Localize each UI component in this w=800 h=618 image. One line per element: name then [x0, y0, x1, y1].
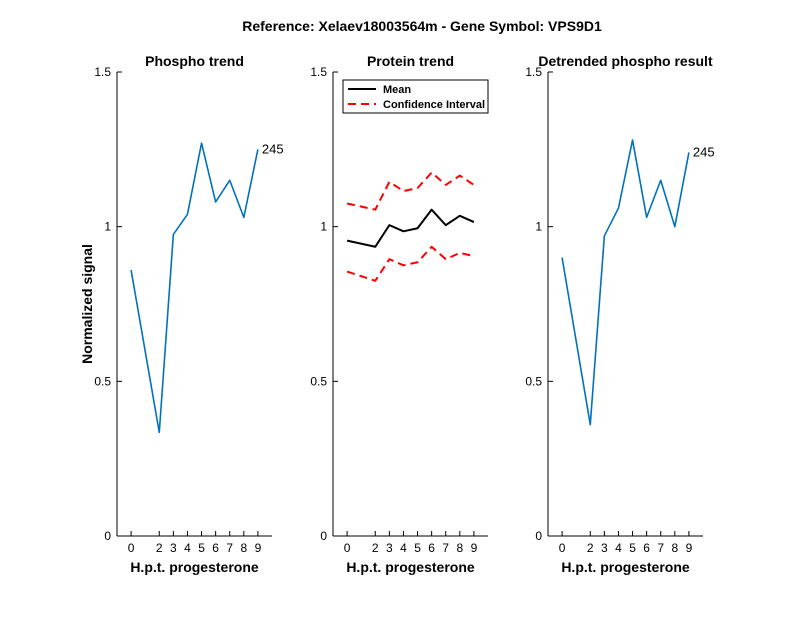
x-tick-label: 7: [442, 541, 449, 555]
x-tick-label: 7: [657, 541, 664, 555]
x-tick-label: 3: [601, 541, 608, 555]
series-line-series-3: [346, 245, 475, 282]
x-tick-label: 6: [212, 541, 219, 555]
subplot-3: 0 0.5 1 1.5 0 2 3 4 5 6 7 8 9 Detrended phospho resul…: [525, 53, 714, 575]
subplot-title: Detrended phospho result: [538, 53, 713, 69]
x-tick-label: 9: [255, 541, 262, 555]
x-tick-label: 3: [170, 541, 177, 555]
y-tick-label: 0.5: [310, 374, 327, 388]
series-line-confidence-interval: [346, 171, 475, 211]
y-tick-label: 1.5: [94, 65, 111, 79]
y-tick-label: 0.5: [94, 374, 111, 388]
x-axis-label: H.p.t. progesterone: [561, 559, 690, 575]
series-line-series-1: [130, 142, 259, 434]
x-tick-label: 9: [686, 541, 693, 555]
x-tick-label: 4: [184, 541, 191, 555]
y-tick-label: 1: [104, 220, 111, 234]
y-axis-label: Normalized signal: [79, 244, 95, 364]
x-tick-label: 9: [471, 541, 478, 555]
x-tick-label: 2: [587, 541, 594, 555]
y-tick-label: 0: [104, 529, 111, 543]
legend: Mean Confidence Interval: [342, 79, 489, 114]
legend-label: Confidence Interval: [383, 99, 485, 111]
x-tick-label: 0: [344, 541, 351, 555]
subplot-title: Protein trend: [367, 53, 454, 69]
x-tick-label: 7: [226, 541, 233, 555]
x-tick-label: 4: [400, 541, 407, 555]
x-axis-label: H.p.t. progesterone: [130, 559, 259, 575]
y-tick-label: 0.5: [525, 374, 542, 388]
x-tick-label: 6: [643, 541, 650, 555]
series-line-mean: [346, 208, 475, 248]
legend-label: Mean: [383, 84, 411, 96]
series-end-label: 245: [262, 141, 284, 156]
x-tick-label: 4: [615, 541, 622, 555]
x-tick-label: 8: [671, 541, 678, 555]
x-tick-label: 2: [372, 541, 379, 555]
series-end-label: 245: [693, 144, 715, 159]
x-tick-label: 8: [456, 541, 463, 555]
x-tick-label: 6: [428, 541, 435, 555]
legend-box: [342, 79, 489, 114]
series-line-series-1: [561, 139, 690, 426]
x-tick-label: 8: [240, 541, 247, 555]
y-tick-label: 1.5: [310, 65, 327, 79]
x-axis-label: H.p.t. progesterone: [346, 559, 475, 575]
subplot-1: 0 0.5 1 1.5 0 2 3 4 5 6 7 8 9 Phospho trend H.p.t. pro…: [94, 53, 283, 575]
y-tick-label: 1: [320, 220, 327, 234]
y-tick-label: 0: [320, 529, 327, 543]
subplot-title: Phospho trend: [145, 53, 244, 69]
y-tick-label: 1: [535, 220, 542, 234]
figure-title: Reference: Xelaev18003564m - Gene Symbol…: [242, 18, 602, 34]
x-tick-label: 5: [198, 541, 205, 555]
x-tick-label: 2: [156, 541, 163, 555]
x-tick-label: 0: [559, 541, 566, 555]
x-tick-label: 0: [128, 541, 135, 555]
y-tick-label: 1.5: [525, 65, 542, 79]
x-tick-label: 3: [386, 541, 393, 555]
x-tick-label: 5: [629, 541, 636, 555]
y-tick-label: 0: [535, 529, 542, 543]
subplot-2: 0 0.5 1 1.5 0 2 3 4 5 6 7 8 9 Protein trend H.p.t. pro…: [310, 53, 489, 575]
x-tick-label: 5: [414, 541, 421, 555]
